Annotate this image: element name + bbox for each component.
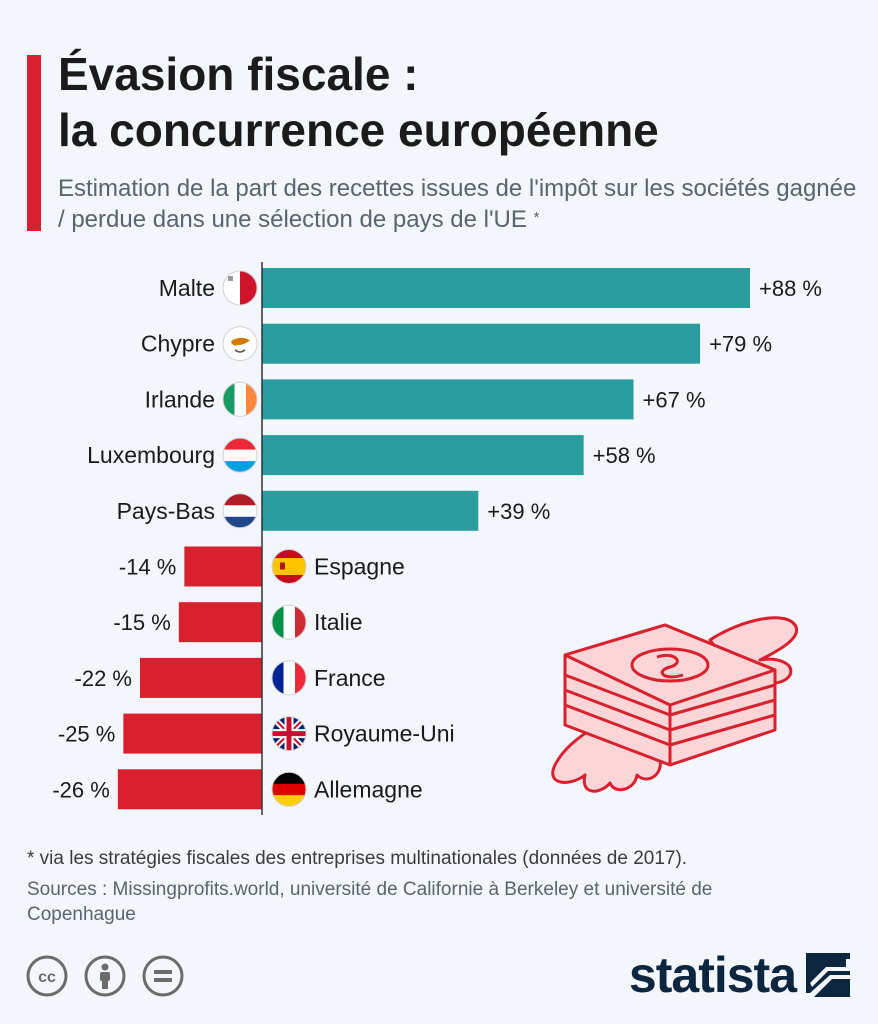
accent-bar: [27, 55, 41, 231]
value-label-allemagne: -26 %: [52, 777, 109, 802]
bar-royaume-uni: [123, 713, 262, 754]
bar-malte: [262, 268, 750, 308]
value-label-france: -22 %: [75, 666, 132, 691]
svg-text:cc: cc: [38, 969, 56, 986]
ireland-flag-icon: [222, 381, 258, 417]
title-line-1: Évasion fiscale :: [58, 48, 419, 100]
category-label-allemagne: Allemagne: [314, 776, 423, 802]
cc-icon: cc: [26, 955, 68, 997]
value-label-espagne: -14 %: [119, 555, 176, 580]
category-label-royaume-uni: Royaume-Uni: [314, 721, 455, 747]
bar-espagne: [184, 546, 262, 587]
category-label-chypre: Chypre: [141, 331, 215, 357]
uk-flag-icon: [271, 716, 307, 752]
category-label-pays-bas: Pays-Bas: [117, 498, 215, 524]
value-label-malte: +88 %: [759, 276, 822, 301]
bar-chypre: [262, 323, 701, 364]
subtitle-text: Estimation de la part des recettes issue…: [58, 175, 857, 233]
italy-flag-icon: [271, 604, 307, 640]
bar-allemagne: [117, 769, 263, 810]
nd-icon: [142, 955, 184, 997]
subtitle: Estimation de la part des recettes issue…: [58, 173, 868, 235]
page-title: Évasion fiscale : la concurrence europée…: [58, 46, 858, 158]
bar-chart: +88 % Malte +79 % Chypre +67 % Irlande +58 % Lu…: [52, 262, 822, 815]
category-label-malte: Malte: [159, 275, 215, 301]
title-line-2: la concurrence européenne: [58, 104, 659, 156]
value-label-chypre: +79 %: [709, 332, 772, 357]
value-label-royaume-uni: -25 %: [58, 722, 115, 747]
cyprus-flag-icon: [222, 326, 258, 362]
flying-money-icon: [551, 616, 799, 793]
category-label-irlande: Irlande: [145, 386, 215, 412]
bar-irlande: [262, 379, 634, 420]
license-icons: cc: [25, 954, 185, 998]
bar-pays-bas: [262, 490, 479, 531]
netherlands-flag-icon: [222, 493, 258, 529]
germany-flag-icon: [271, 771, 307, 807]
footnote: * via les stratégies fiscales des entrep…: [27, 848, 688, 869]
spain-flag-icon: [271, 549, 307, 584]
category-label-italie: Italie: [314, 609, 363, 635]
bar-italie: [178, 602, 262, 643]
category-label-france: France: [314, 665, 386, 691]
statista-logo-icon: [806, 953, 850, 997]
france-flag-icon: [271, 660, 307, 696]
luxembourg-flag-icon: [222, 437, 258, 473]
malta-flag-icon: [222, 270, 258, 306]
category-label-luxembourg: Luxembourg: [87, 442, 215, 468]
value-label-pays-bas: +39 %: [487, 499, 550, 524]
category-label-espagne: Espagne: [314, 554, 405, 580]
brand-name: statista: [628, 947, 797, 1003]
value-label-irlande: +67 %: [643, 387, 706, 412]
value-label-luxembourg: +58 %: [593, 443, 656, 468]
subtitle-footnote-mark: *: [533, 209, 540, 226]
by-icon: [84, 955, 126, 997]
bar-france: [140, 657, 262, 698]
sources-note: Sources : Missingprofits.world, universi…: [27, 879, 713, 925]
statista-brand: statista: [629, 946, 850, 1004]
bar-luxembourg: [262, 435, 584, 476]
value-label-italie: -15 %: [113, 610, 170, 635]
